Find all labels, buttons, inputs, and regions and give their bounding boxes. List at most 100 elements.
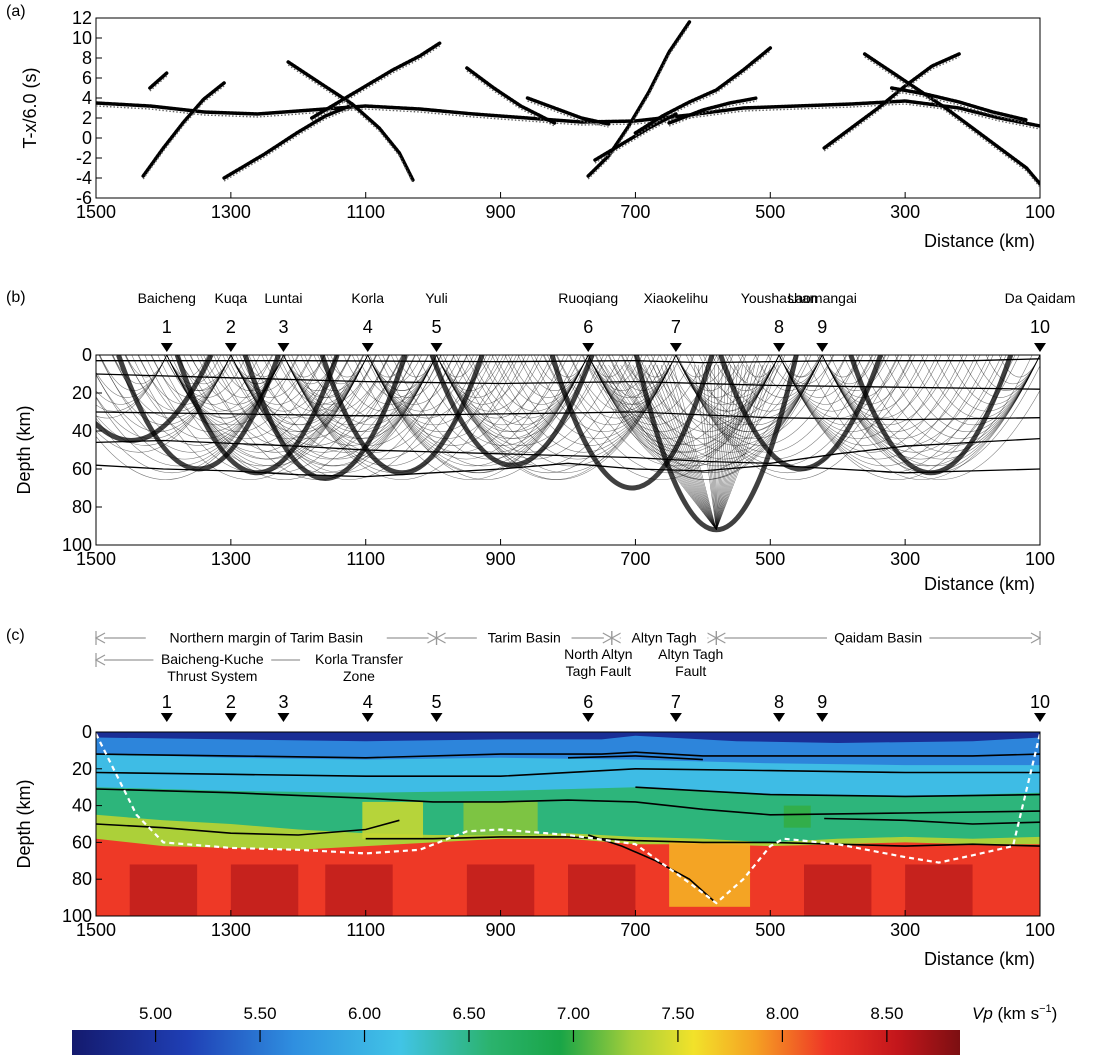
picks-series-shadow-3 bbox=[224, 108, 352, 181]
colorbar-tick-label: 7.50 bbox=[661, 1004, 694, 1023]
unit-label: Thrust System bbox=[167, 668, 257, 684]
y-tick-label: 0 bbox=[82, 128, 92, 148]
y-tick-label: -6 bbox=[76, 188, 92, 208]
panel-c-tectonic-units: Northern margin of Tarim Basin Tarim Basi… bbox=[96, 628, 1040, 685]
x-tick-label: 100 bbox=[1025, 920, 1055, 940]
picks-series-13 bbox=[865, 54, 1040, 184]
colorbar-tick-label: 6.00 bbox=[348, 1004, 381, 1023]
x-tick-label: 500 bbox=[755, 202, 785, 222]
velocity-anomaly-0 bbox=[362, 802, 423, 839]
station-number: 8 bbox=[774, 317, 784, 337]
station-number: 6 bbox=[583, 692, 593, 712]
panel-c-letter: (c) bbox=[6, 627, 25, 644]
station-triangle bbox=[161, 713, 173, 722]
x-tick-label: 1100 bbox=[346, 549, 385, 569]
panel-a-xlabel: Distance (km) bbox=[924, 231, 1035, 251]
panel-b-stations: Baicheng1Kuqa2Luntai3Korla4Yuli5Ruoqiang… bbox=[138, 290, 1076, 352]
unit-arrow-right bbox=[1031, 633, 1040, 643]
station-triangle bbox=[1034, 713, 1046, 722]
station-number: 6 bbox=[583, 317, 593, 337]
y-tick-label: 2 bbox=[82, 108, 92, 128]
unit-arrow-left bbox=[96, 655, 105, 665]
x-tick-label: 700 bbox=[620, 202, 650, 222]
colorbar-tick-label: 7.00 bbox=[557, 1004, 590, 1023]
colorbar-tick-label: 8.50 bbox=[870, 1004, 903, 1023]
panel-c-velocity-model bbox=[96, 732, 1040, 918]
station-number: 3 bbox=[278, 317, 288, 337]
picks-series-4 bbox=[288, 62, 413, 180]
panel-c-xlabel: Distance (km) bbox=[924, 949, 1035, 969]
y-tick-label: 80 bbox=[72, 869, 92, 889]
colorbar-label-symbol: Vp bbox=[972, 1004, 993, 1023]
panel-b-ray-diagram bbox=[47, 355, 1094, 530]
panel-a-ylabel: T-x/6.0 (s) bbox=[20, 67, 40, 148]
mantle-patch bbox=[325, 864, 392, 916]
station-triangle bbox=[816, 713, 828, 722]
y-tick-label: 0 bbox=[82, 722, 92, 742]
station-triangle bbox=[362, 713, 374, 722]
station-number: 8 bbox=[774, 692, 784, 712]
panel-c: (c) Northern margin of Tarim Basin Tarim … bbox=[6, 627, 1055, 969]
colorbar-label-unit: (km s bbox=[993, 1004, 1039, 1023]
ray bbox=[284, 355, 325, 377]
ray bbox=[1040, 355, 1094, 384]
fault-label: Fault bbox=[675, 663, 706, 679]
station-name: Xiaokelihu bbox=[644, 290, 709, 306]
vp-colorbar: 5.00 5.50 6.00 6.50 7.00 7.50 8.00 8.50 Vp (km … bbox=[72, 1003, 1057, 1055]
x-tick-label: 1300 bbox=[211, 202, 251, 222]
y-tick-label: 100 bbox=[62, 535, 92, 555]
y-tick-label: 20 bbox=[72, 759, 92, 779]
station-triangle bbox=[670, 343, 682, 352]
y-tick-label: 6 bbox=[82, 68, 92, 88]
x-tick-label: 100 bbox=[1025, 202, 1055, 222]
unit-label: Qaidam Basin bbox=[834, 629, 922, 645]
picks-series-8 bbox=[588, 22, 689, 176]
picks-series-shadow-1 bbox=[143, 86, 224, 179]
station-number: 9 bbox=[817, 317, 827, 337]
station-number: 4 bbox=[363, 692, 373, 712]
station-name: Kuqa bbox=[215, 290, 248, 306]
station-name: Baicheng bbox=[138, 290, 196, 306]
station-number: 1 bbox=[162, 692, 172, 712]
ray-bundle-5 bbox=[432, 355, 592, 465]
station-number: 9 bbox=[817, 692, 827, 712]
picks-series-10 bbox=[635, 48, 770, 133]
y-tick-label: 10 bbox=[72, 28, 92, 48]
station-number: 10 bbox=[1030, 692, 1050, 712]
panel-b-ylabel: Depth (km) bbox=[14, 405, 34, 494]
picks-series-2 bbox=[150, 73, 167, 88]
panel-b-letter: (b) bbox=[6, 289, 26, 306]
station-triangle bbox=[277, 343, 289, 352]
x-tick-label: 1100 bbox=[346, 202, 385, 222]
x-tick-label: 300 bbox=[890, 549, 920, 569]
x-tick-label: 900 bbox=[486, 920, 516, 940]
x-tick-label: 1300 bbox=[211, 549, 251, 569]
velocity-anomaly-3 bbox=[784, 806, 811, 828]
station-name: Luntai bbox=[264, 290, 302, 306]
unit-arrow-left bbox=[716, 633, 725, 643]
colorbar-label-exponent: −1 bbox=[1039, 1003, 1052, 1015]
y-tick-label: 40 bbox=[72, 796, 92, 816]
unit-arrow-right bbox=[603, 633, 612, 643]
fault-label: Altyn Tagh bbox=[658, 646, 723, 662]
unit-label: Korla Transfer bbox=[315, 651, 403, 667]
station-triangle bbox=[773, 713, 785, 722]
station-triangle bbox=[582, 343, 594, 352]
mantle-patch bbox=[804, 864, 871, 916]
x-tick-label: 900 bbox=[486, 202, 516, 222]
fan-ray bbox=[716, 365, 767, 530]
station-triangle bbox=[816, 343, 828, 352]
station-number: 5 bbox=[432, 317, 442, 337]
unit-label: Tarim Basin bbox=[488, 629, 561, 645]
station-name: Yuli bbox=[425, 290, 448, 306]
y-tick-label: 60 bbox=[72, 459, 92, 479]
station-number: 7 bbox=[671, 317, 681, 337]
picks-series-14 bbox=[892, 88, 1027, 120]
x-tick-label: 1100 bbox=[346, 920, 385, 940]
colorbar-label: Vp (km s−1) bbox=[972, 1003, 1057, 1023]
panel-a-traveltime-picks bbox=[96, 22, 1040, 187]
x-tick-label: 500 bbox=[755, 920, 785, 940]
station-number: 2 bbox=[226, 692, 236, 712]
station-triangle bbox=[431, 713, 443, 722]
colorbar-tick-label: 6.50 bbox=[452, 1004, 485, 1023]
